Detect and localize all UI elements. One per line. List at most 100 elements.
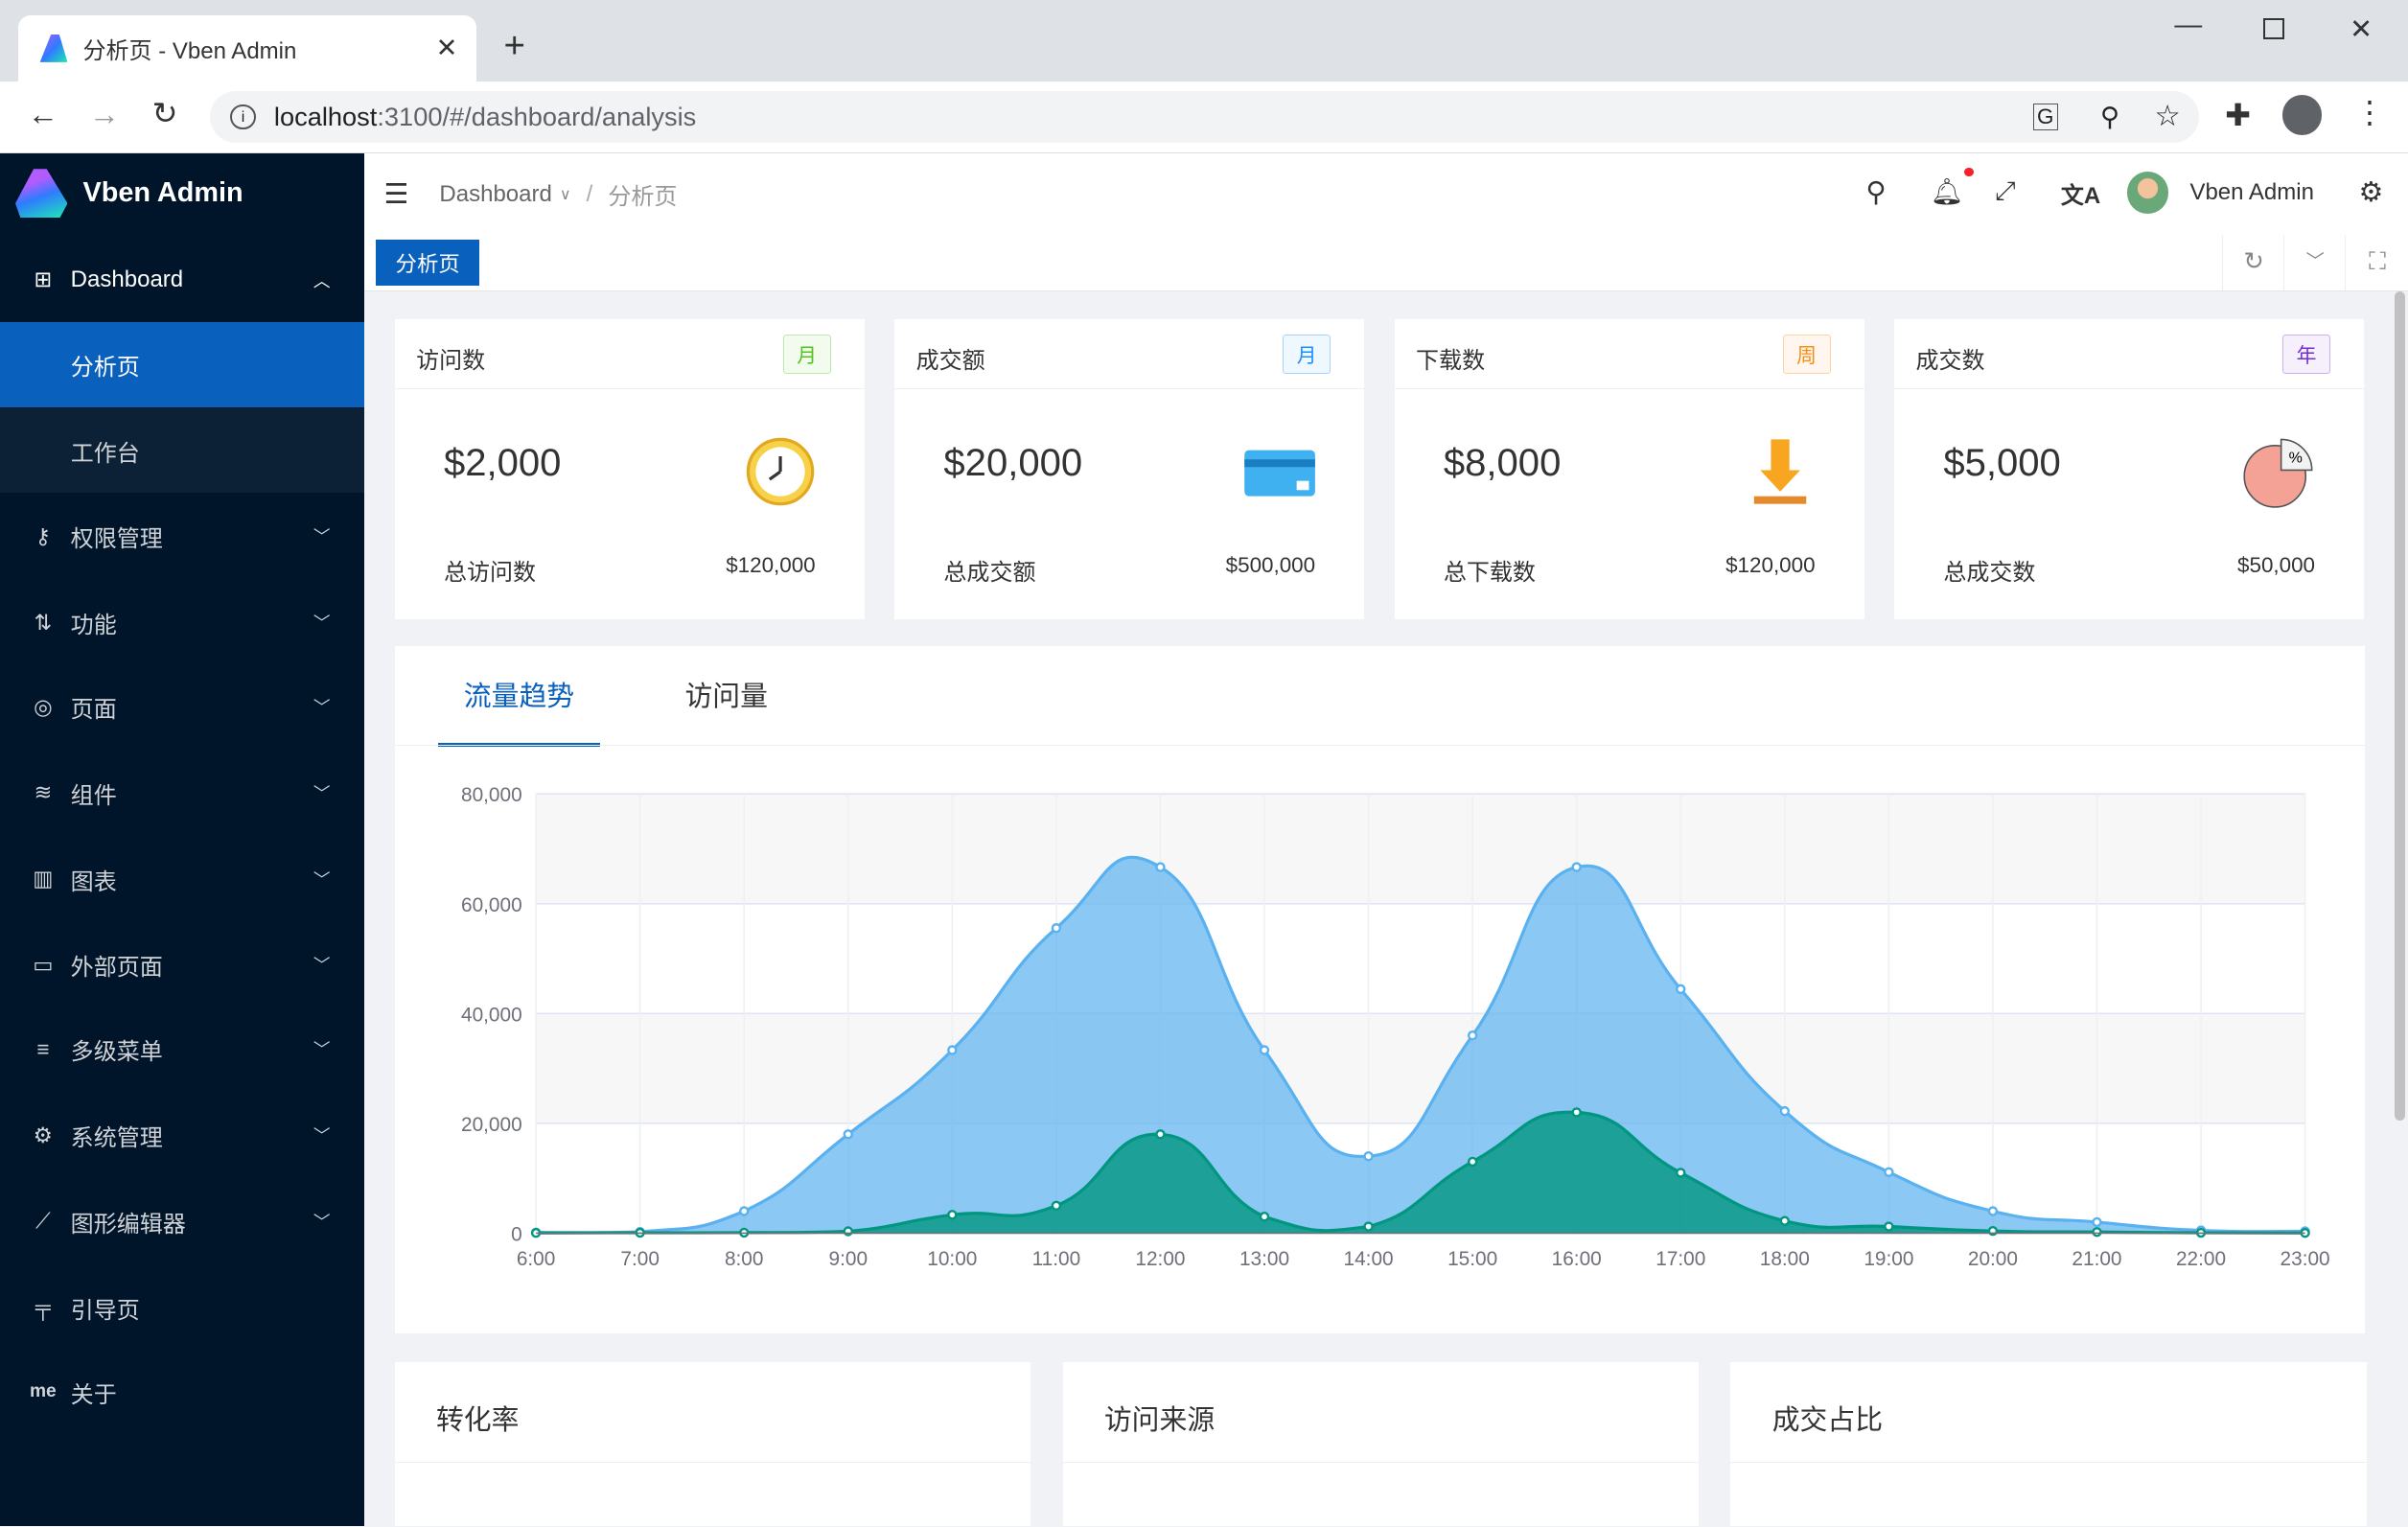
layers-icon: ≋ — [34, 780, 53, 805]
data-point — [1259, 1045, 1270, 1055]
fold-content-icon[interactable]: ⛶ — [2345, 235, 2408, 290]
data-point — [2092, 1216, 2102, 1228]
sidebar-item-system[interactable]: ⚙ 系统管理 ﹀ — [0, 1094, 364, 1178]
sidebar-item-label: Dashboard — [70, 266, 184, 293]
browser-menu-icon[interactable]: ⋮ — [2353, 94, 2385, 129]
profile-icon[interactable] — [2281, 95, 2323, 135]
x-tick-label: 19:00 — [1864, 1248, 1913, 1270]
stat-total-label: 总访问数 — [443, 559, 537, 586]
forward-icon[interactable]: → — [88, 96, 120, 131]
sidebar-item-multimenu[interactable]: ≡ 多级菜单 ﹀ — [0, 1007, 364, 1092]
x-tick-label: 11:00 — [1032, 1248, 1081, 1270]
series-line — [536, 855, 2305, 1235]
data-point — [1155, 1129, 1166, 1140]
translate-icon[interactable]: G — [2032, 103, 2058, 130]
period-badge: 年 — [2281, 335, 2331, 374]
reload-icon[interactable]: ↻ — [151, 96, 178, 131]
data-point — [1779, 1215, 1791, 1226]
stat-value: $5,000 — [1943, 442, 2061, 485]
x-tick-label: 13:00 — [1239, 1248, 1289, 1270]
search-icon[interactable]: ⚲ — [1865, 176, 1887, 208]
divider — [394, 744, 2366, 746]
function-icon: ⇅ — [34, 610, 53, 635]
bell-icon[interactable]: 🔔︎ — [1930, 176, 1964, 207]
data-point — [1155, 862, 1166, 872]
sidebar-item-label: 引导页 — [70, 1297, 140, 1324]
avatar[interactable] — [2126, 172, 2169, 214]
stat-total-value: $50,000 — [2237, 552, 2316, 577]
extensions-icon[interactable]: ✚ — [2225, 97, 2252, 132]
browser-tab[interactable]: 分析页 - Vben Admin ✕ — [18, 15, 476, 81]
me-icon: me — [29, 1381, 57, 1402]
new-tab-icon[interactable]: + — [503, 24, 525, 66]
sidebar-item-about[interactable]: me 关于 — [0, 1350, 364, 1434]
stat-card: 下载数 周 $8,000 总下载数 $120,000 — [1394, 319, 1864, 619]
user-name[interactable]: Vben Admin — [2189, 179, 2314, 206]
data-point — [1467, 1156, 1478, 1168]
close-window-icon[interactable]: ✕ — [2350, 13, 2373, 45]
sidebar-item-analysis[interactable]: 分析页 — [0, 322, 364, 407]
zoom-icon[interactable]: ⚲ — [2099, 101, 2119, 131]
stat-card: 成交数 年 $5,000 % 总成交数 $50,000 — [1894, 319, 2365, 619]
language-icon[interactable]: 文A — [2060, 183, 2101, 210]
refresh-icon[interactable]: ↻ — [2222, 235, 2284, 290]
sidebar-item-components[interactable]: ≋ 组件 ﹀ — [0, 751, 364, 835]
bookmark-star-icon[interactable]: ☆ — [2154, 100, 2181, 133]
x-tick-label: 7:00 — [620, 1248, 660, 1270]
data-point — [1676, 983, 1686, 995]
stat-total-label: 总下载数 — [1443, 559, 1536, 586]
sidebar-item-flow[interactable]: ⟋ 图形编辑器 ﹀ — [0, 1179, 364, 1263]
stat-total-value: $120,000 — [1725, 552, 1816, 577]
data-point — [1363, 1221, 1374, 1232]
divider — [394, 1462, 1030, 1463]
x-tick-label: 10:00 — [927, 1248, 977, 1270]
chevron-down-icon: ﹀ — [313, 1126, 331, 1146]
data-point — [843, 1129, 853, 1140]
stat-total-label: 总成交数 — [1943, 559, 2036, 586]
chart-tab-visits[interactable]: 访问量 — [656, 646, 797, 743]
data-point — [1363, 1151, 1374, 1162]
sidebar-item-permission[interactable]: ⚷ 权限管理 ﹀ — [0, 495, 364, 579]
data-point — [1051, 1200, 1062, 1211]
sidebar-item-workbench[interactable]: 工作台 — [0, 408, 364, 494]
sidebar-item-label: 多级菜单 — [70, 1039, 163, 1066]
x-tick-label: 14:00 — [1344, 1248, 1394, 1270]
url-host: localhost — [273, 101, 378, 131]
sidebar-item-page[interactable]: ◎ 页面 ﹀ — [0, 665, 364, 750]
notification-dot — [1963, 167, 1974, 177]
settings-icon[interactable]: ⚙ — [2358, 176, 2384, 208]
divider — [1894, 388, 2365, 389]
scrollbar[interactable] — [2394, 291, 2405, 1122]
period-badge: 月 — [1283, 335, 1331, 374]
sidebar-item-external[interactable]: ▭ 外部页面 ﹀ — [0, 923, 364, 1007]
y-tick-label: 60,000 — [461, 894, 522, 916]
sidebar-item-charts[interactable]: ▥ 图表 ﹀ — [0, 837, 364, 921]
back-icon[interactable]: ← — [27, 96, 58, 131]
top-header: ☰ Dashboard ∨ / 分析页 ⚲ 🔔︎ ⤢ 文A Vben Admin… — [363, 153, 2408, 237]
url-input[interactable]: i localhost:3100/#/dashboard/analysis G … — [210, 90, 2200, 143]
sidebar-item-dashboard[interactable]: ⊞ Dashboard ︿ — [0, 238, 364, 322]
sidebar-item-label: 外部页面 — [70, 955, 163, 982]
fullscreen-icon[interactable]: ⤢ — [1994, 174, 2016, 205]
data-point — [1571, 862, 1582, 872]
series-area — [536, 857, 2305, 1234]
sidebar-item-label: 图形编辑器 — [70, 1211, 186, 1238]
minimize-icon[interactable]: — — [2174, 9, 2203, 40]
sidebar-item-label: 图表 — [70, 868, 117, 895]
period-badge: 周 — [1782, 335, 1831, 374]
sidebar-item-label: 系统管理 — [70, 1125, 163, 1152]
tab-analysis[interactable]: 分析页 — [376, 239, 479, 286]
collapse-menu-icon[interactable]: ☰ — [383, 179, 409, 211]
close-tab-icon[interactable]: ✕ — [435, 33, 458, 63]
breadcrumb-dashboard[interactable]: Dashboard — [439, 180, 552, 207]
data-point — [947, 1045, 958, 1055]
maximize-icon[interactable] — [2263, 18, 2284, 39]
tab-dropdown-icon[interactable]: ﹀ — [2283, 235, 2346, 290]
sidebar-item-feature[interactable]: ⇅ 功能 ﹀ — [0, 581, 364, 665]
chevron-down-icon: ﹀ — [313, 613, 331, 634]
bar-chart-icon: ▥ — [33, 867, 54, 891]
card-title: 成交占比 — [1771, 1405, 1884, 1437]
sidebar-item-guide[interactable]: ╤ 引导页 — [0, 1265, 364, 1350]
app-logo[interactable]: Vben Admin — [15, 169, 243, 219]
data-point — [1051, 923, 1062, 934]
